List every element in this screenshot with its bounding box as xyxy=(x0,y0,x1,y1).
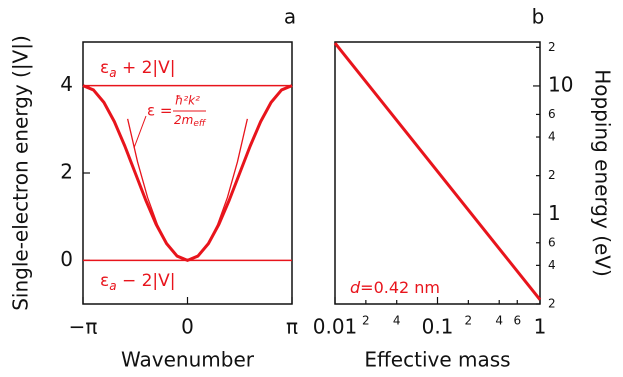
annotation-part: 2m xyxy=(174,113,193,127)
x-tick-label: 4 xyxy=(495,314,503,328)
data-line xyxy=(126,118,249,261)
formula-numerator: ħ²k² xyxy=(175,94,200,108)
y-tick-label: 6 xyxy=(548,235,556,249)
annotation: εa + 2|V| xyxy=(100,58,176,80)
x-tick-label: 2 xyxy=(465,314,473,328)
x-axis-label: Effective mass xyxy=(364,348,510,372)
leader-line xyxy=(133,115,147,149)
annotation-part: a xyxy=(109,279,116,293)
x-tick-label: 2 xyxy=(362,314,370,328)
y-tick-label: 4 xyxy=(548,130,556,144)
panel-label: a xyxy=(284,5,296,29)
annotation-part: d xyxy=(350,278,361,297)
x-tick-label: 0.1 xyxy=(422,315,454,339)
y-axis-label: Hopping energy (eV) xyxy=(591,69,615,277)
y-tick-label: 1 xyxy=(548,201,561,225)
y-tick-label: 2 xyxy=(548,297,556,311)
y-tick-label: 0 xyxy=(60,247,73,271)
x-tick-label: π xyxy=(286,315,298,339)
annotation-part: ε xyxy=(100,271,109,291)
annotation: εa − 2|V| xyxy=(100,271,176,293)
y-tick-label: 4 xyxy=(60,72,73,96)
panel-label: b xyxy=(532,5,545,29)
x-tick-label: 1 xyxy=(534,315,547,339)
x-tick-label: 0.01 xyxy=(313,315,358,339)
annotation: d=0.42 nm xyxy=(350,278,440,297)
annotation-part: + 2|V| xyxy=(117,58,176,78)
y-tick-label: 2 xyxy=(60,160,73,184)
x-tick-label: 0 xyxy=(181,315,194,339)
y-tick-label: 10 xyxy=(548,72,573,96)
y-tick-label: 2 xyxy=(548,40,556,54)
x-axis-label: Wavenumber xyxy=(121,348,255,372)
y-tick-label: 2 xyxy=(548,168,556,182)
annotation-part: ε xyxy=(100,58,109,78)
y-axis-label: Single-electron energy (|V|) xyxy=(9,35,33,311)
x-tick-label: 6 xyxy=(513,314,521,328)
y-tick-label: 4 xyxy=(548,258,556,272)
annotation-part: − 2|V| xyxy=(117,271,176,291)
data-line xyxy=(333,42,542,301)
annotation-part: eff xyxy=(193,119,207,129)
formula-lhs: ε = xyxy=(147,102,172,120)
x-tick-label: −π xyxy=(69,315,98,339)
annotation-part: a xyxy=(109,66,116,80)
axes-frame xyxy=(82,41,293,305)
annotation-part: =0.42 nm xyxy=(360,278,440,297)
x-tick-label: 4 xyxy=(393,314,401,328)
formula-denominator: 2meff xyxy=(174,113,207,129)
y-tick-label: 6 xyxy=(548,107,556,121)
